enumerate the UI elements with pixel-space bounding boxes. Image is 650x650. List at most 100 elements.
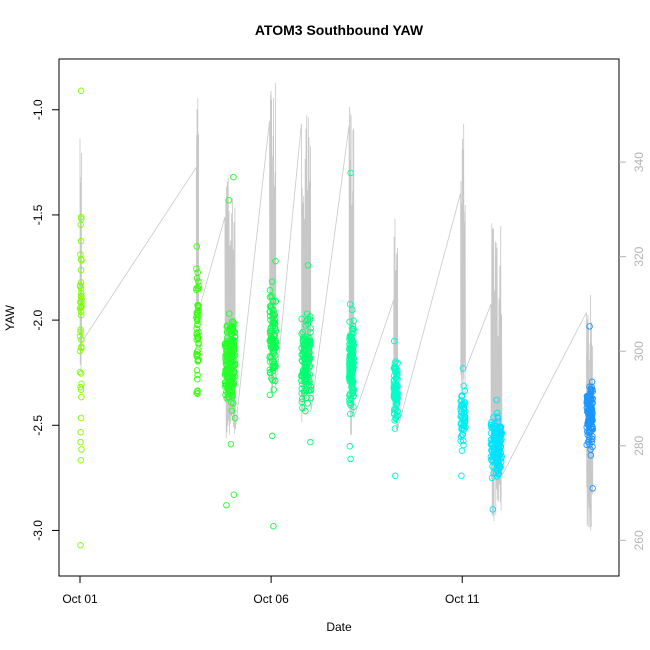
- yaw-point-outlier: [193, 243, 200, 250]
- yaw-point-outlier: [458, 472, 465, 480]
- yaw-point: [300, 340, 308, 348]
- yaw-point: [497, 444, 504, 451]
- yaw-point: [195, 282, 202, 290]
- yaw-point: [77, 414, 85, 422]
- yaw-point: [588, 378, 596, 386]
- yaw-point: [194, 269, 201, 276]
- yaw-point: [224, 351, 231, 359]
- x-tick-label: Oct 06: [253, 592, 289, 606]
- yaw-point-outlier: [269, 432, 276, 440]
- yaw-point: [589, 433, 596, 440]
- y-left-tick-label: -3.0: [31, 520, 45, 541]
- yaw-point: [307, 328, 314, 336]
- yaw-point: [488, 421, 495, 429]
- yaw-point: [392, 368, 399, 376]
- yaw-point: [303, 341, 311, 348]
- yaw-point: [587, 385, 594, 393]
- yaw-point: [267, 336, 275, 343]
- yaw-point: [303, 376, 310, 383]
- yaw-point: [348, 352, 356, 359]
- y-left-tick-label: -1.5: [31, 204, 45, 225]
- yaw-point: [302, 364, 310, 372]
- yaw-point: [77, 328, 84, 336]
- y-axis-title: YAW: [3, 304, 17, 331]
- yaw-point: [461, 399, 469, 407]
- yaw-point: [460, 413, 468, 420]
- yaw-point: [78, 336, 85, 343]
- yaw-point: [194, 301, 201, 309]
- yaw-point: [270, 386, 277, 393]
- yaw-point: [270, 307, 277, 314]
- yaw-point: [489, 436, 496, 444]
- yaw-point: [268, 278, 276, 285]
- yaw-point: [76, 298, 84, 306]
- yaw-point: [193, 389, 200, 396]
- yaw-point: [460, 425, 468, 433]
- yaw-point: [77, 221, 84, 228]
- yaw-point: [226, 310, 233, 317]
- yaw-point: [391, 363, 398, 371]
- yaw-point: [272, 298, 280, 305]
- yaw-point: [348, 356, 355, 363]
- yaw-point-outlier: [390, 337, 398, 345]
- yaw-point-outlier: [488, 474, 496, 482]
- yaw-point: [228, 407, 236, 414]
- yaw-point: [223, 323, 230, 331]
- yaw-point: [195, 285, 202, 292]
- yaw-point: [77, 256, 85, 263]
- yaw-point: [491, 448, 498, 455]
- yaw-point: [272, 327, 280, 335]
- yaw-point: [77, 237, 85, 245]
- yaw-point: [269, 320, 276, 327]
- yaw-point: [584, 408, 592, 416]
- yaw-point: [350, 326, 357, 333]
- yaw-point-outlier: [272, 257, 279, 265]
- yaw-point: [349, 366, 357, 373]
- yaw-point-outlier: [194, 390, 201, 397]
- yaw-point: [266, 391, 274, 399]
- yaw-point: [194, 371, 201, 379]
- yaw-point: [301, 345, 309, 353]
- yaw-point: [349, 348, 357, 355]
- yaw-point: [298, 398, 306, 406]
- yaw-point: [493, 436, 501, 444]
- yaw-point: [228, 339, 235, 346]
- yaw-point: [298, 395, 306, 403]
- yaw-point: [76, 347, 84, 355]
- yaw-point-outlier: [589, 485, 596, 492]
- yaw-point: [587, 388, 594, 396]
- yaw-point: [307, 325, 314, 332]
- yaw-point: [226, 324, 234, 332]
- yaw-point: [195, 357, 202, 364]
- yaw-point: [347, 399, 355, 407]
- yaw-point: [229, 363, 237, 370]
- yaw-point: [460, 437, 467, 445]
- x-tick-label: Oct 01: [62, 592, 98, 606]
- yaw-point: [489, 441, 497, 448]
- yaw-point: [307, 394, 314, 402]
- yaw-point: [307, 386, 315, 394]
- yaw-point: [77, 251, 84, 258]
- yaw-point: [390, 384, 398, 391]
- yaw-point: [346, 318, 353, 325]
- yaw-point: [393, 401, 400, 409]
- yaw-point: [584, 419, 592, 426]
- yaw-point: [269, 298, 277, 305]
- y-right-tick-label: 260: [632, 530, 646, 550]
- yaw-point: [585, 428, 592, 436]
- y-left-tick-label: -2.5: [31, 415, 45, 436]
- y-left-tick-label: -1.0: [31, 99, 45, 120]
- yaw-point: [393, 393, 401, 400]
- yaw-point-outlier: [77, 541, 84, 549]
- yaw-point: [78, 343, 85, 351]
- yaw-point: [193, 314, 200, 321]
- yaw-point: [272, 345, 279, 352]
- yaw-point: [495, 447, 502, 455]
- yaw-point: [193, 311, 201, 319]
- yaw-point: [392, 374, 400, 382]
- yaw-point: [348, 383, 355, 391]
- yaw-point: [390, 407, 398, 414]
- yaw-point: [390, 372, 398, 380]
